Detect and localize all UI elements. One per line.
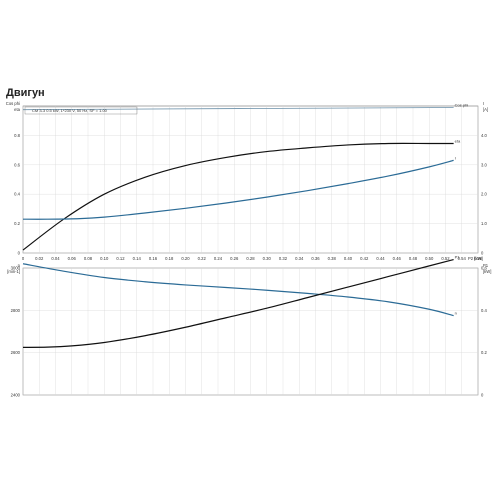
x-tick-label: 0.50 — [425, 256, 434, 261]
x-tick-label: 0.06 — [68, 256, 77, 261]
bottom-chart: 240026002800300000.20.40.6n[min-1]P1[kW]… — [7, 255, 491, 398]
right-axis-unit: I — [483, 101, 484, 106]
x-tick-label: 0.46 — [393, 256, 402, 261]
right-tick-label: 0.4 — [481, 308, 487, 313]
chart-info-text: CM 3-3 0.5 kW, 1*230 V, 50 Hz, SF = 1.00 — [32, 108, 108, 113]
x-tick-label: 0.10 — [100, 256, 109, 261]
right-tick-label: 3.0 — [481, 162, 487, 167]
x-tick-label: 0.48 — [409, 256, 418, 261]
left-axis-unit-sub: [min-1] — [7, 269, 20, 274]
x-tick-label: 0.40 — [344, 256, 353, 261]
left-tick-label: 2400 — [11, 393, 21, 398]
x-tick-label: 0.12 — [116, 256, 125, 261]
x-tick-label: 0.22 — [198, 256, 207, 261]
x-tick-label: 0.24 — [214, 256, 223, 261]
x-tick-label: 0.32 — [279, 256, 288, 261]
x-tick-label: 0.28 — [246, 256, 255, 261]
left-tick-label: 3000 — [11, 266, 21, 271]
x-tick-label: 0.20 — [181, 256, 190, 261]
x-tick-label: 0.44 — [376, 256, 385, 261]
left-tick-label: 0.4 — [14, 192, 20, 197]
right-axis-unit: P1 — [483, 263, 489, 268]
right-tick-label: 0 — [481, 393, 484, 398]
x-tick-label: 0.16 — [149, 256, 158, 261]
page-title: Двигун — [6, 87, 45, 99]
x-tick-label: 0.30 — [263, 256, 272, 261]
right-tick-label: 0 — [481, 251, 484, 256]
x-axis-unit: P2 [kW] — [468, 256, 483, 261]
chart-info-box — [24, 106, 138, 115]
series-label: I — [455, 155, 456, 160]
left-tick-label: 0.2 — [14, 221, 20, 226]
right-tick-label: 0.6 — [481, 266, 487, 271]
left-tick-label: 0 — [18, 251, 21, 256]
x-tick-label: 0.02 — [35, 256, 44, 261]
left-axis-unit: n — [18, 263, 21, 268]
right-tick-label: 4.0 — [481, 133, 487, 138]
left-tick-label: 2600 — [11, 350, 21, 355]
series-line-n — [22, 263, 454, 317]
series-line-p1 — [22, 258, 454, 348]
x-tick-label: 0.54 — [458, 256, 467, 261]
left-tick-label: 2800 — [11, 308, 21, 313]
series-label: n — [455, 311, 457, 316]
x-tick-label: 0.42 — [360, 256, 369, 261]
right-axis-unit-sub: [A] — [483, 107, 488, 112]
right-axis-unit-sub: [kW] — [483, 269, 491, 274]
left-tick-label: 0.8 — [14, 133, 20, 138]
left-tick-label: 0.6 — [14, 162, 20, 167]
series-line-eta — [22, 142, 454, 251]
series-line-i — [22, 159, 454, 220]
series-label: P1 — [455, 255, 461, 260]
x-tick-label: 0.26 — [230, 256, 239, 261]
x-tick-label: 0.34 — [295, 256, 304, 261]
right-tick-label: 1.0 — [481, 221, 487, 226]
x-tick-label: 0.08 — [84, 256, 93, 261]
series-label: Cos phi — [455, 102, 469, 107]
x-tick-label: 0 — [22, 256, 25, 261]
right-tick-label: 0.2 — [481, 350, 487, 355]
series-line-cos-phi — [22, 107, 454, 111]
x-tick-label: 0.14 — [133, 256, 142, 261]
x-tick-label: 0.18 — [165, 256, 174, 261]
left-axis-unit: Cos phi — [6, 101, 20, 106]
x-tick-label: 0.56 — [474, 256, 483, 261]
right-tick-label: 2.0 — [481, 192, 487, 197]
x-tick-label: 0.38 — [328, 256, 337, 261]
x-tick-label: 0.52 — [441, 256, 450, 261]
series-label: eta — [455, 138, 461, 143]
x-tick-label: 0.36 — [311, 256, 320, 261]
x-tick-label: 0.04 — [51, 256, 60, 261]
left-axis-unit-sub: eta — [14, 107, 20, 112]
